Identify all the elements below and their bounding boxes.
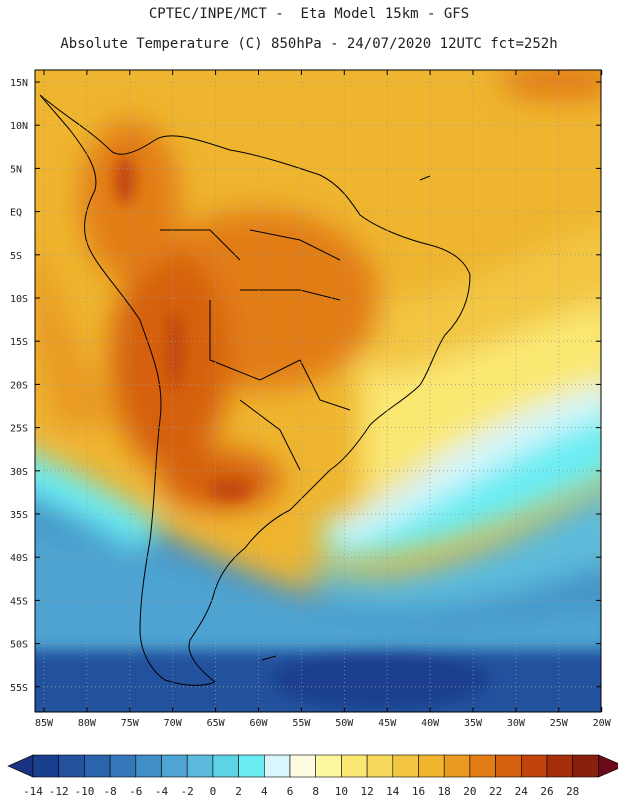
lat-label: 15S xyxy=(10,337,28,348)
colorbar-swatch xyxy=(572,754,599,778)
colorbar-swatch xyxy=(546,754,574,778)
colorbar-label: -10 xyxy=(74,785,94,798)
colorbar-label: -8 xyxy=(103,785,116,798)
colorbar-swatch xyxy=(469,754,496,778)
lon-label: 70W xyxy=(164,718,183,729)
colorbar-label: -6 xyxy=(129,785,142,798)
lon-label: 40W xyxy=(421,718,440,729)
lat-label: 55S xyxy=(10,683,28,694)
lon-label: 35W xyxy=(464,718,483,729)
colorbar-label: 2 xyxy=(235,785,242,798)
coastlines xyxy=(39,94,471,686)
colorbar-label: 24 xyxy=(515,785,529,798)
south-america-outline xyxy=(39,94,471,686)
colorbar-label: 14 xyxy=(386,785,400,798)
lon-label: 85W xyxy=(35,718,54,729)
lat-label: 5S xyxy=(10,251,22,262)
colorbar-swatch xyxy=(161,754,188,778)
lat-label: 10N xyxy=(10,121,28,132)
colorbar-swatch xyxy=(212,754,239,778)
colorbar-label: 0 xyxy=(210,785,217,798)
colorbar-swatch xyxy=(58,754,85,778)
figure-subtitle: Absolute Temperature (C) 850hPa - 24/07/… xyxy=(60,36,558,52)
colorbar-swatch xyxy=(443,754,471,778)
lon-label: 30W xyxy=(507,718,526,729)
lon-label: 55W xyxy=(292,718,311,729)
colorbar-swatch xyxy=(238,754,265,778)
lon-label: 60W xyxy=(249,718,268,729)
colorbar-label: 10 xyxy=(335,785,348,798)
colorbar-label: 18 xyxy=(438,785,451,798)
lat-label: 40S xyxy=(10,553,28,564)
lat-label: 30S xyxy=(10,467,28,478)
colorbar-swatch xyxy=(392,754,419,778)
colorbar-swatch xyxy=(495,754,522,778)
map-field xyxy=(35,70,601,712)
lat-label: EQ xyxy=(10,208,22,219)
lon-label: 45W xyxy=(378,718,397,729)
colorbar-swatch xyxy=(418,754,445,778)
colorbar-label: 4 xyxy=(261,785,268,798)
colorbar-swatch xyxy=(263,754,291,778)
lat-label: 25S xyxy=(10,424,28,435)
colorbar-under-arrow xyxy=(7,754,34,778)
colorbar-over-arrow xyxy=(598,754,618,778)
colorbar-label: -12 xyxy=(49,785,69,798)
longitude-labels: 85W 80W 75W 70W 65W 60W 55W 50W 45W 40W 35W 30W 25W 2… xyxy=(35,70,612,729)
lon-label: 65W xyxy=(207,718,226,729)
field-mild-band xyxy=(360,284,601,500)
colorbar-swatch xyxy=(366,754,394,778)
country-borders xyxy=(160,229,351,471)
colorbar: -14 -12 -10 -8 -6 -4 -2 0 2 4 6 8 10 12 14 16 18 20 22 24 26… xyxy=(7,754,618,798)
colorbar-label: 6 xyxy=(287,785,294,798)
colorbar-label: 22 xyxy=(489,785,502,798)
colorbar-swatch xyxy=(315,754,342,778)
colorbar-label: 26 xyxy=(540,785,553,798)
lat-label: 15N xyxy=(10,78,28,89)
lat-label: 35S xyxy=(10,510,28,521)
colorbar-swatch xyxy=(32,754,60,778)
lat-label: 10S xyxy=(10,294,28,305)
colorbar-label: -2 xyxy=(181,785,194,798)
colorbar-swatch xyxy=(186,754,214,778)
lon-label: 50W xyxy=(335,718,354,729)
map-frame xyxy=(34,69,602,713)
lat-label: 50S xyxy=(10,640,28,651)
colorbar-label: -4 xyxy=(155,785,169,798)
lat-label: 45S xyxy=(10,596,28,607)
colorbar-label: 16 xyxy=(412,785,425,798)
figure-title: CPTEC/INPE/MCT - Eta Model 15km - GFS xyxy=(148,6,470,22)
colorbar-label: 8 xyxy=(312,785,319,798)
lat-label: 5N xyxy=(10,164,22,175)
colorbar-swatch xyxy=(289,754,317,778)
lon-label: 75W xyxy=(121,718,140,729)
lon-label: 25W xyxy=(550,718,569,729)
colorbar-label: 20 xyxy=(463,785,476,798)
colorbar-swatch xyxy=(135,754,162,778)
colorbar-swatch xyxy=(109,754,137,778)
lat-label: 20S xyxy=(10,380,28,391)
colorbar-label: 28 xyxy=(566,785,579,798)
colorbar-swatch xyxy=(341,754,368,778)
lon-label: 20W xyxy=(593,718,612,729)
colorbar-label: -14 xyxy=(23,785,43,798)
lon-label: 80W xyxy=(78,718,97,729)
colorbar-swatch xyxy=(84,754,111,778)
latitude-labels: 15N 10N 5N EQ 5S 10S 15S 20S 25S 30S 35S 40S 45S 50S 5… xyxy=(10,78,601,694)
colorbar-label: 12 xyxy=(360,785,373,798)
colorbar-swatch xyxy=(520,754,548,778)
